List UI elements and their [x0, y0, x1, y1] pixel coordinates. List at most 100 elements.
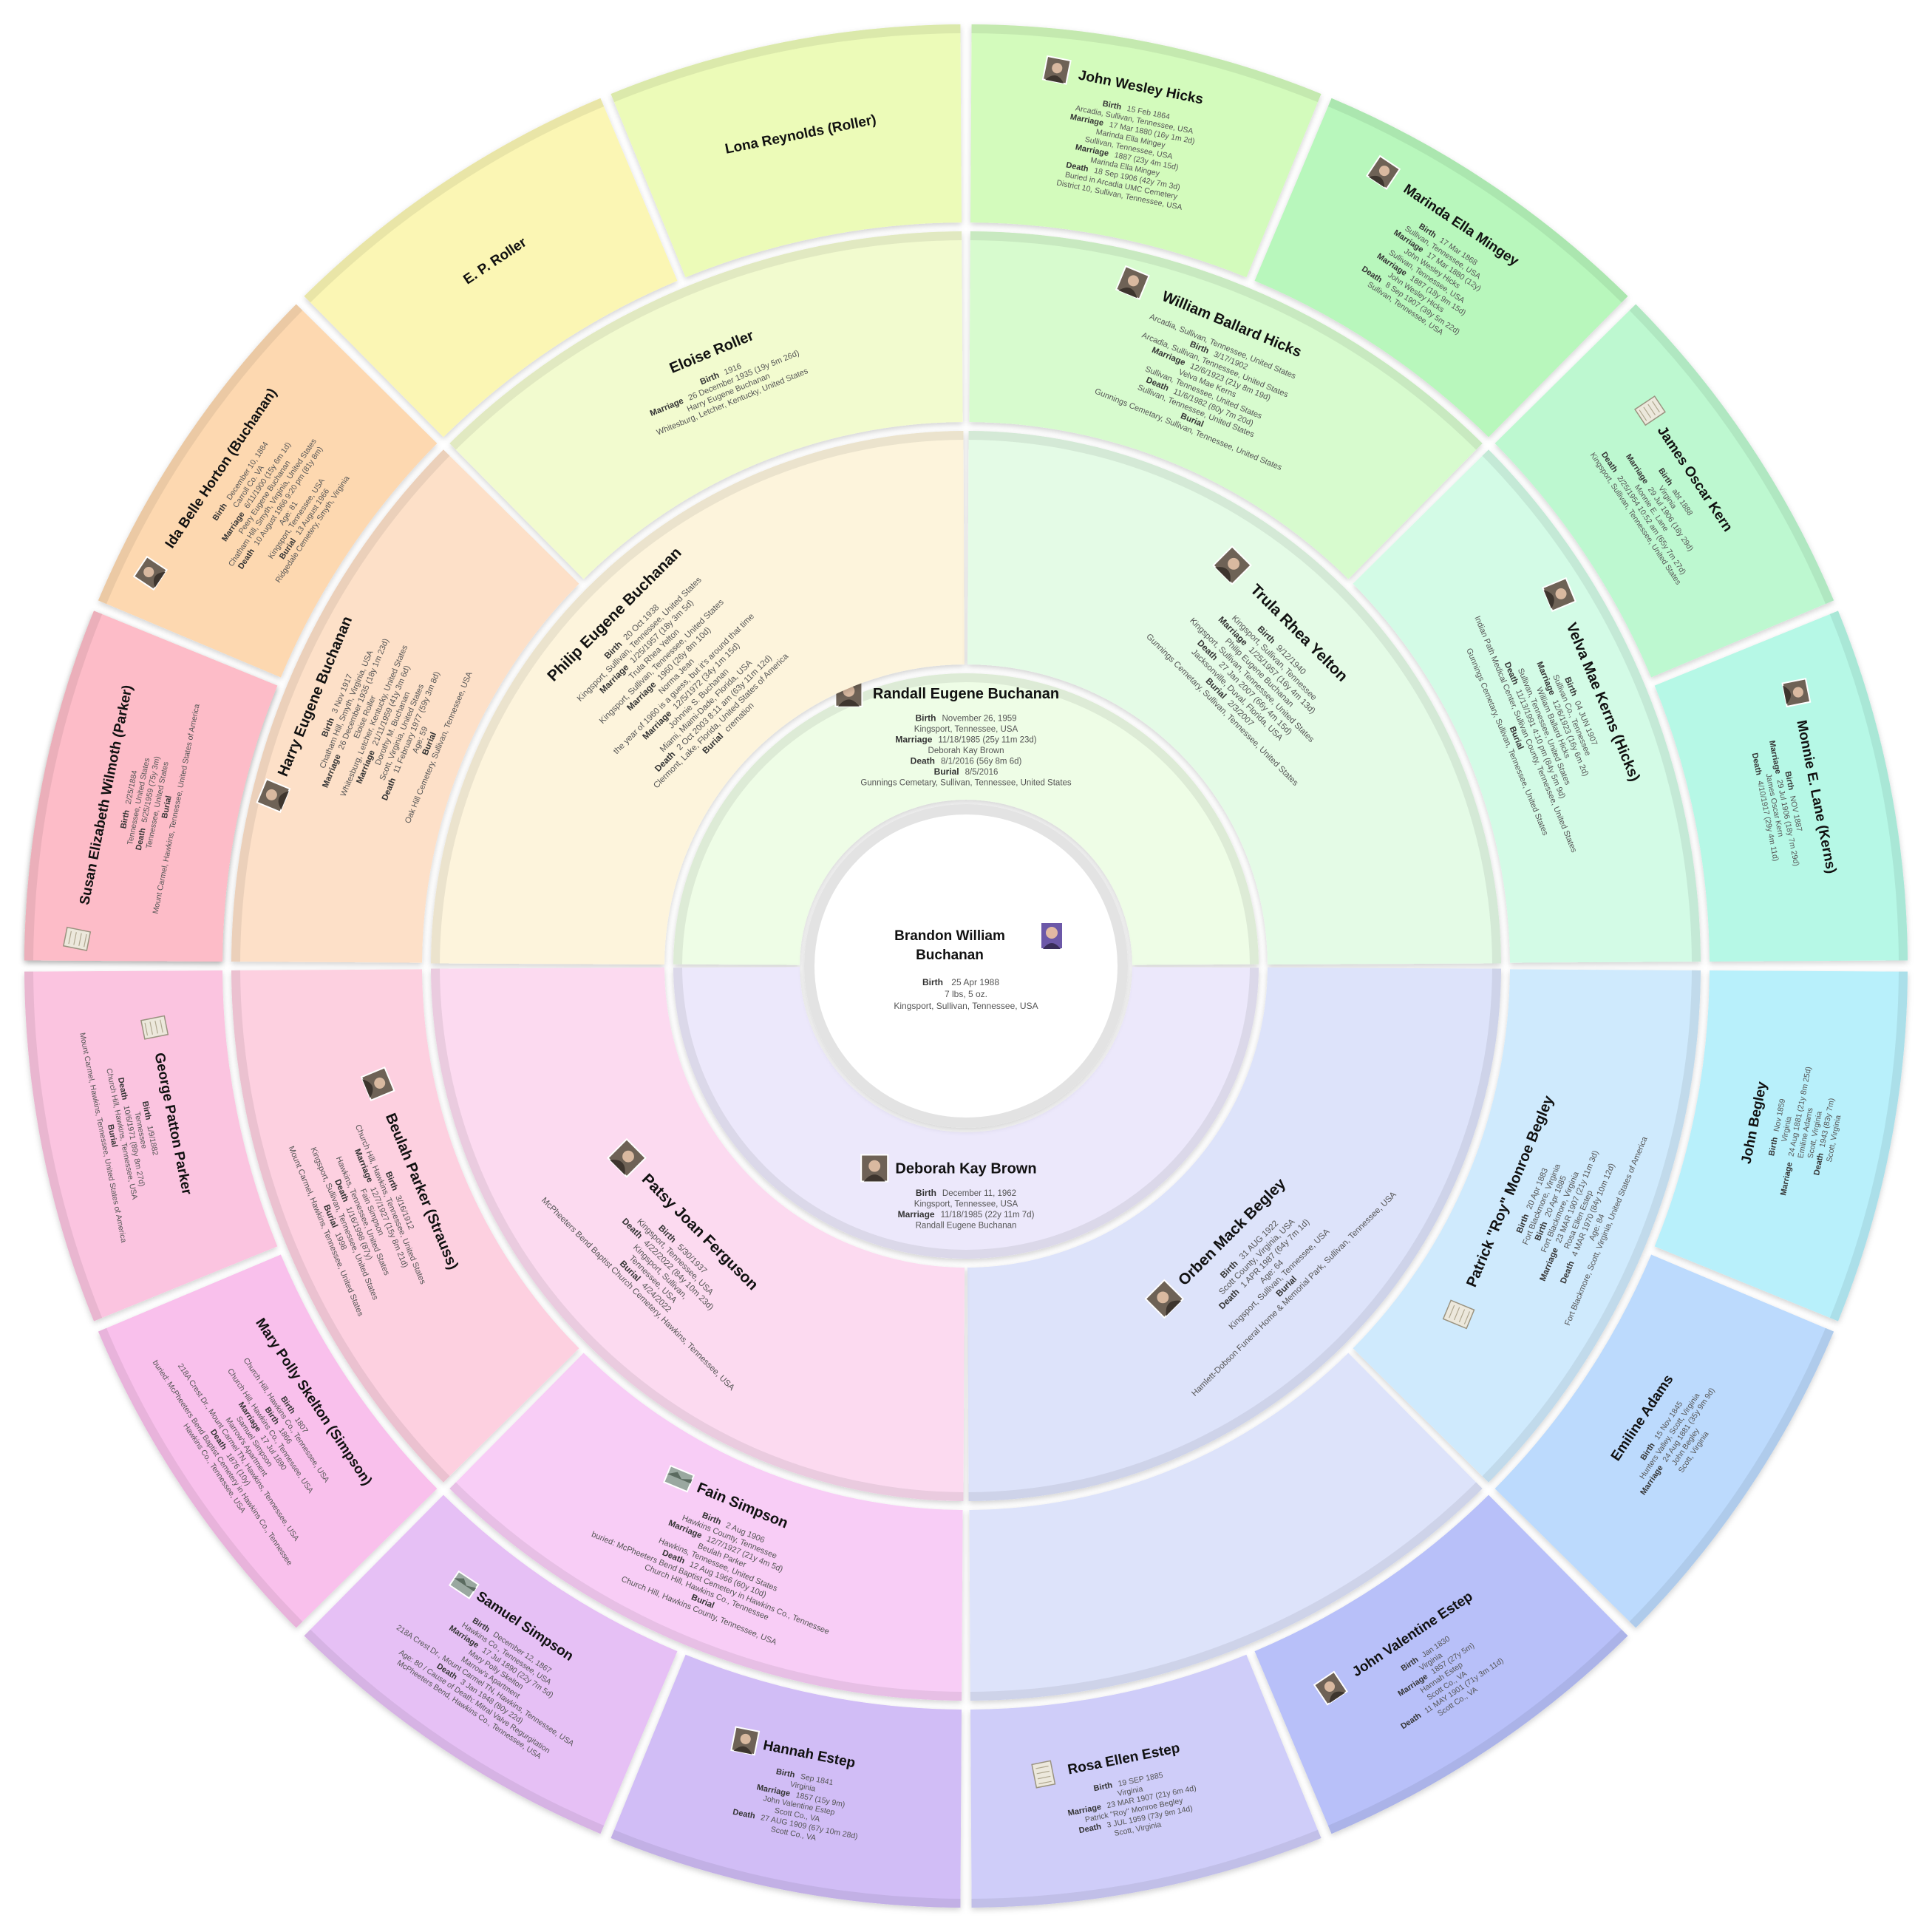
- segment-outer-band: [1629, 304, 1834, 605]
- ancestor-segment-lona-reynolds-roller-4-3[interactable]: Lona Reynolds (Roller): [610, 24, 962, 278]
- ancestor-segment-patsy-joan-ferguson-2-3[interactable]: Patsy Joan FergusonBirth5/30/1937Kingspo…: [431, 967, 965, 1501]
- ancestor-segment-orben-mack-begley-3-5[interactable]: [969, 1353, 1483, 1701]
- person-name: Randall Eugene Buchanan: [873, 686, 1059, 702]
- root-birth-place: Kingsport, Sullivan, Tennessee, USA: [894, 1001, 1038, 1011]
- ancestor-segment-deborah-kay-brown-1-1[interactable]: Deborah Kay Brown Birth December 11, 1962 K…: [673, 967, 1259, 1259]
- segment-shape: [1254, 98, 1628, 438]
- segment-shape: [98, 1254, 438, 1628]
- fact-line: Randall Eugene Buchanan: [916, 1222, 1017, 1231]
- fact-line: Death 8/1/2016 (56y 8m 6d): [911, 755, 1022, 766]
- root-name-line-1: Brandon William: [894, 928, 1005, 944]
- segment-shape: [970, 1654, 1322, 1908]
- segment-shape: [967, 967, 1501, 1501]
- portrait-photo: [256, 778, 291, 813]
- document-photo: [1634, 395, 1666, 426]
- portrait-photo: [1313, 1670, 1348, 1706]
- segment-outer-band: [1327, 98, 1628, 303]
- fact-label: Birth: [916, 1188, 936, 1198]
- ancestor-segment-susan-elizabeth-wilmoth-parker-4-16[interactable]: Susan Elizabeth Wilmoth (Parker)Birth2/2…: [24, 610, 278, 964]
- ancestor-segment-beulah-parker-strauss-3-7[interactable]: Beulah Parker (Strauss)Birth3/16/1912Chu…: [231, 969, 579, 1483]
- ancestor-segment-e-p-roller-4-2[interactable]: E. P. Roller: [304, 98, 678, 438]
- segment-text-randall-eugene-buchanan-1-0: Randall Eugene Buchanan Birth November 26,…: [834, 678, 1072, 787]
- fact-value: December 11, 1962: [942, 1189, 1016, 1198]
- segment-shape: [673, 673, 1259, 965]
- ancestor-segment-randall-eugene-buchanan-1-0[interactable]: Randall Eugene Buchanan Birth November 26,…: [673, 673, 1259, 965]
- segment-outer-band: [304, 98, 605, 303]
- fact-value: Randall Eugene Buchanan: [916, 1222, 1017, 1231]
- segment-shape: [1494, 304, 1834, 678]
- segment-outer-band: [1829, 610, 1908, 961]
- segment-shape: [970, 24, 1322, 278]
- fact-label: Birth: [140, 1101, 153, 1121]
- fact-value: Kingsport, Tennessee, USA: [914, 1200, 1018, 1209]
- fact-line: Burial: [160, 795, 174, 819]
- fact-line: Marriage 11/18/1985 (22y 11m 7d): [898, 1209, 1035, 1220]
- document-photo: [140, 1015, 169, 1040]
- fact-line: Kingsport, Tennessee, USA: [914, 1200, 1018, 1209]
- fact-label: Burial: [160, 795, 174, 819]
- fact-value: Gunnings Cemetary, Sullivan, Tennessee, …: [860, 778, 1072, 787]
- ancestor-segment-trula-rhea-yelton-2-1[interactable]: Trula Rhea YeltonBirth9/12/1940Kingsport…: [967, 431, 1501, 965]
- segment-outer-band: [1327, 1629, 1628, 1834]
- fact-label: Death: [1750, 752, 1763, 777]
- fact-label: Death: [1078, 1822, 1103, 1835]
- segment-shape: [304, 1494, 678, 1834]
- segments-layer: Randall Eugene Buchanan Birth November 26,…: [24, 24, 1908, 1908]
- document-photo: [63, 926, 92, 951]
- segment-outer-band: [24, 971, 103, 1322]
- root-birth-line: Birth 25 Apr 1988: [922, 977, 999, 987]
- segment-shape: [431, 967, 965, 1501]
- document-photo: [1031, 1760, 1056, 1789]
- fact-line: Burial 8/5/2016: [934, 766, 999, 777]
- fact-line: Marriage 11/18/1985 (25y 11m 23d): [895, 734, 1036, 744]
- segment-shape: [610, 24, 962, 278]
- segment-shape: [1494, 1254, 1834, 1628]
- fact-label: Birth: [1783, 771, 1795, 792]
- segment-outer-band: [98, 1327, 303, 1628]
- root-person[interactable]: Brandon William Buchanan Birth 25 Apr 19…: [804, 804, 1128, 1128]
- portrait-photo: [1144, 1279, 1185, 1319]
- segment-shape: [1353, 969, 1701, 1483]
- segment-shape: [24, 610, 278, 962]
- fact-value: 8/5/2016: [965, 768, 999, 777]
- segment-shape: [304, 98, 678, 438]
- segment-shape: [449, 231, 963, 579]
- portrait-photo: [1115, 265, 1150, 300]
- segment-outer-band: [610, 24, 961, 103]
- segment-outer-band: [971, 1829, 1322, 1908]
- ancestor-segment-velva-mae-kerns-hicks-3-3[interactable]: Velva Mae Kerns (Hicks)Birth04 JUN 1907S…: [1353, 449, 1701, 963]
- fact-value: 11/18/1985 (25y 11m 23d): [938, 735, 1036, 744]
- fact-value: 11/18/1985 (22y 11m 7d): [941, 1211, 1035, 1220]
- segment-outer-band: [24, 610, 103, 961]
- portrait-photo: [1366, 154, 1401, 190]
- portrait-photo: [1541, 576, 1577, 612]
- segment-shape: [98, 304, 438, 678]
- fact-line: Birth November 26, 1959: [915, 712, 1016, 723]
- portrait-photo: [607, 1137, 647, 1178]
- ancestor-segment-ida-belle-horton-buchanan-4-1[interactable]: Ida Belle Horton (Buchanan)BirthDecember…: [98, 304, 438, 678]
- fact-label: Birth: [775, 1767, 796, 1780]
- ancestor-segment-george-patton-parker-4-15[interactable]: George Patton ParkerBirth1/9/1882Tenness…: [24, 970, 278, 1322]
- landscape-photo: [448, 1570, 480, 1599]
- ancestor-segment-monnie-e-lane-kerns-4-7[interactable]: Monnie E. Lane (Kerns)BirthNOV 1887Marri…: [1654, 610, 1908, 962]
- segment-shape: [673, 967, 1259, 1259]
- root-birth-label: Birth: [922, 977, 943, 987]
- fact-label: Death: [1065, 160, 1089, 174]
- fact-value: Deborah Kay Brown: [928, 746, 1004, 755]
